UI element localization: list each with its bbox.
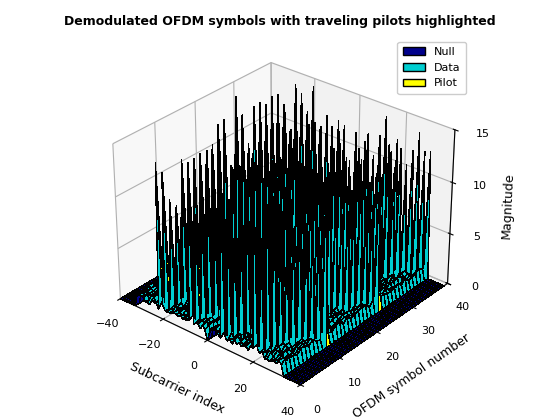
Legend: Null, Data, Pilot: Null, Data, Pilot <box>398 42 466 94</box>
X-axis label: Subcarrier index: Subcarrier index <box>128 360 227 416</box>
Y-axis label: OFDM symbol number: OFDM symbol number <box>351 332 473 420</box>
Title: Demodulated OFDM symbols with traveling pilots highlighted: Demodulated OFDM symbols with traveling … <box>64 15 496 28</box>
